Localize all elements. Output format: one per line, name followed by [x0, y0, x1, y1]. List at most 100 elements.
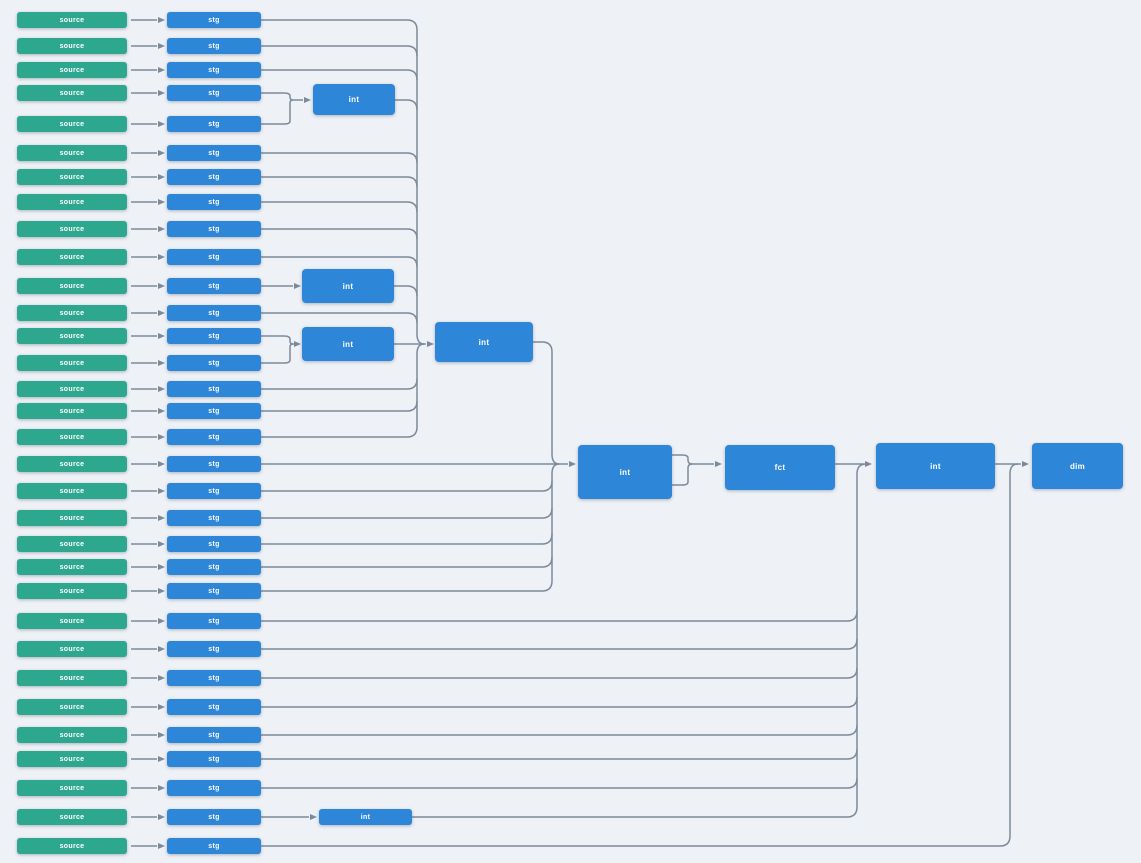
edge-2 [261, 45, 418, 57]
edge-39 [261, 610, 858, 622]
source-node-9[interactable]: source [17, 221, 127, 237]
stg-node-5[interactable]: stg [167, 116, 261, 132]
stg-node-8[interactable]: stg [167, 194, 261, 210]
edge-34 [672, 454, 693, 465]
source-node-22[interactable]: source [17, 559, 127, 575]
fct-node[interactable]: fct [725, 445, 835, 490]
source-node-20[interactable]: source [17, 510, 127, 526]
source-node-6[interactable]: source [17, 145, 127, 161]
source-node-23[interactable]: source [17, 583, 127, 599]
edge-38 [856, 463, 867, 807]
stg-node-30[interactable]: stg [167, 780, 261, 796]
source-node-19[interactable]: source [17, 483, 127, 499]
edge-5 [261, 152, 418, 164]
source-node-31[interactable]: source [17, 809, 127, 825]
int-node-6[interactable]: int [876, 443, 995, 489]
source-node-7[interactable]: source [17, 169, 127, 185]
stg-node-14[interactable]: stg [167, 355, 261, 371]
stg-node-7[interactable]: stg [167, 169, 261, 185]
source-node-8[interactable]: source [17, 194, 127, 210]
edge-19 [261, 99, 294, 125]
stg-node-13-label: stg [208, 332, 220, 340]
source-node-28[interactable]: source [17, 727, 127, 743]
stg-node-18[interactable]: stg [167, 456, 261, 472]
stg-node-31[interactable]: stg [167, 809, 261, 825]
source-node-17[interactable]: source [17, 429, 127, 445]
dim-node[interactable]: dim [1032, 443, 1123, 489]
source-node-2[interactable]: source [17, 38, 127, 54]
edge-3 [261, 69, 418, 81]
source-node-25[interactable]: source [17, 641, 127, 657]
int-node-4[interactable]: int [435, 322, 533, 362]
stg-node-29[interactable]: stg [167, 751, 261, 767]
stg-node-9-label: stg [208, 225, 220, 233]
edge-33-arrowhead [569, 461, 576, 467]
source-node-12[interactable]: source [17, 305, 127, 321]
stg-node-19[interactable]: stg [167, 483, 261, 499]
stg-node-20[interactable]: stg [167, 510, 261, 526]
stg-node-25[interactable]: stg [167, 641, 261, 657]
source-node-4[interactable]: source [17, 85, 127, 101]
int-node-2[interactable]: int [302, 269, 394, 303]
stg-node-9[interactable]: stg [167, 221, 261, 237]
source-node-27[interactable]: source [17, 699, 127, 715]
stg-node-15[interactable]: stg [167, 381, 261, 397]
edge-47-arrowhead [310, 814, 317, 820]
int-node-7[interactable]: int [319, 809, 412, 825]
edge-44 [261, 748, 858, 760]
stg-node-23[interactable]: stg [167, 583, 261, 599]
source-node-18[interactable]: source [17, 456, 127, 472]
stg-node-16[interactable]: stg [167, 403, 261, 419]
source-node-30[interactable]: source [17, 780, 127, 796]
source-node-5[interactable]: source [17, 116, 127, 132]
stg-node-1[interactable]: stg [167, 12, 261, 28]
int-node-5[interactable]: int [578, 445, 672, 499]
edge-31 [261, 556, 553, 568]
stg-node-11[interactable]: stg [167, 278, 261, 294]
stg-node-28[interactable]: stg [167, 727, 261, 743]
source-node-22-label: source [59, 563, 85, 571]
source-node-11[interactable]: source [17, 278, 127, 294]
edge-37-arrowhead [865, 461, 872, 467]
source-node-21[interactable]: source [17, 536, 127, 552]
source-node-16[interactable]: source [17, 403, 127, 419]
source-node-17-label: source [59, 433, 85, 441]
source-node-32[interactable]: source [17, 838, 127, 854]
source-node-15[interactable]: source [17, 381, 127, 397]
source-node-6-label: source [59, 149, 85, 157]
stg-node-2[interactable]: stg [167, 38, 261, 54]
stg-node-13[interactable]: stg [167, 328, 261, 344]
edge-50 [261, 835, 1011, 847]
source-node-26[interactable]: source [17, 670, 127, 686]
edge-source-stg-7-arrowhead [158, 174, 165, 180]
stg-node-27[interactable]: stg [167, 699, 261, 715]
stg-node-4[interactable]: stg [167, 85, 261, 101]
stg-node-21[interactable]: stg [167, 536, 261, 552]
source-node-1[interactable]: source [17, 12, 127, 28]
stg-node-32[interactable]: stg [167, 838, 261, 854]
edge-29 [261, 507, 553, 519]
source-node-10[interactable]: source [17, 249, 127, 265]
source-node-14[interactable]: source [17, 355, 127, 371]
stg-node-6[interactable]: stg [167, 145, 261, 161]
source-node-29[interactable]: source [17, 751, 127, 767]
source-node-24[interactable]: source [17, 613, 127, 629]
edge-15 [416, 30, 425, 345]
edge-source-stg-1-arrowhead [158, 17, 165, 23]
source-node-3[interactable]: source [17, 62, 127, 78]
int-node-3[interactable]: int [302, 327, 394, 361]
source-node-12-label: source [59, 309, 85, 317]
stg-node-17[interactable]: stg [167, 429, 261, 445]
stg-node-12[interactable]: stg [167, 305, 261, 321]
int-node-1[interactable]: int [313, 84, 395, 115]
source-node-29-label: source [59, 755, 85, 763]
stg-node-22[interactable]: stg [167, 559, 261, 575]
source-node-13[interactable]: source [17, 328, 127, 344]
stg-node-10[interactable]: stg [167, 249, 261, 265]
stg-node-26[interactable]: stg [167, 670, 261, 686]
stg-node-3[interactable]: stg [167, 62, 261, 78]
stg-node-24[interactable]: stg [167, 613, 261, 629]
edge-26 [551, 352, 560, 465]
